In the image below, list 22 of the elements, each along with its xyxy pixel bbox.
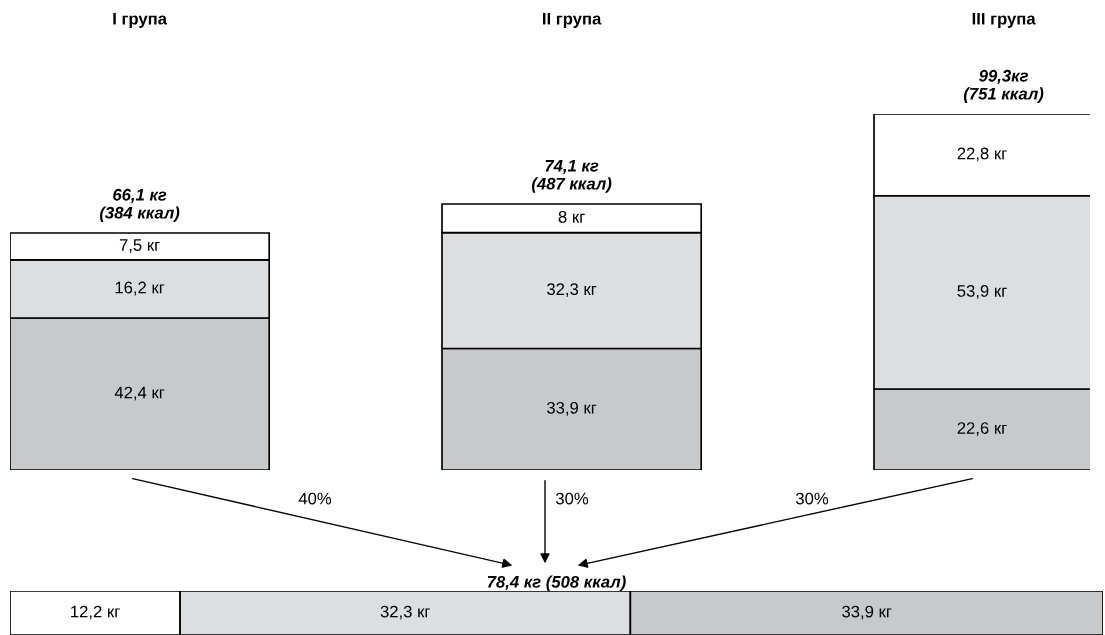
data-label: 53,9 кг	[957, 285, 1007, 299]
data-label: 7,5 кг	[119, 239, 160, 253]
data-label: 32,3 кг	[380, 605, 430, 620]
data-label: 32,3 кг	[547, 283, 597, 298]
text: 40%	[298, 492, 332, 505]
x-tick-label: III група	[972, 12, 1036, 28]
data-label: 22,6 кг	[957, 422, 1007, 436]
text: 30%	[555, 492, 589, 505]
total-label: 66,1 кг (384 ккал)	[99, 188, 180, 222]
total-label: 74,1 кг (487 ккал)	[531, 160, 612, 193]
x-tick-label: II група	[543, 12, 602, 28]
data-label: 33,9 кг	[842, 605, 892, 620]
total-label: 78,4 кг (508 ккал)	[487, 575, 626, 591]
data-label: 33,9 кг	[547, 401, 597, 416]
data-label: 42,4 кг	[114, 386, 165, 401]
text: 30%	[795, 492, 829, 505]
data-label: 22,8 кг	[957, 147, 1007, 162]
x-tick-label: I група	[113, 12, 168, 28]
data-label: 8 кг	[558, 211, 585, 223]
total-label: 99,3кг (751 ккал)	[963, 69, 1044, 103]
data-label: 12,2 кг	[71, 605, 120, 620]
data-label: 16,2 кг	[115, 281, 165, 296]
